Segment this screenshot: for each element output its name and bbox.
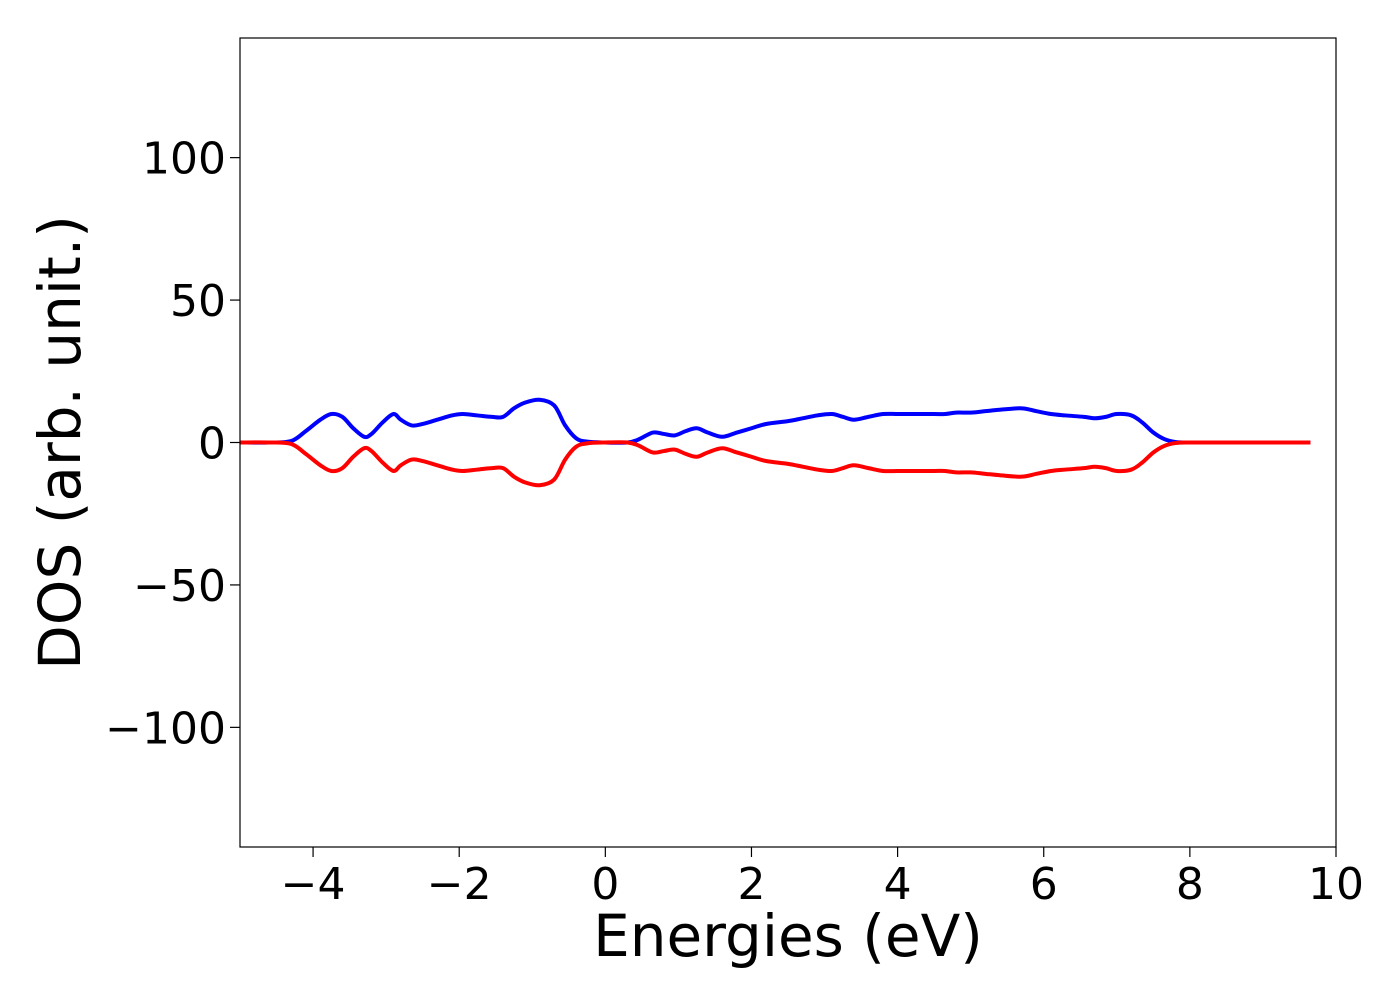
x-tick-label: −4 xyxy=(281,859,346,910)
plot-frame xyxy=(239,37,1337,848)
x-tick-label: 0 xyxy=(591,859,619,910)
x-tick-label: 4 xyxy=(884,859,912,910)
x-tick-label: 6 xyxy=(1030,859,1058,910)
x-tick-label: 10 xyxy=(1308,859,1364,910)
x-axis-label: Energies (eV) xyxy=(593,902,983,970)
ticks-layer: −4 −2 0 2 4 6 8 10 −100 −50 0 50 100 xyxy=(105,134,1364,910)
y-tick-label: 50 xyxy=(170,276,226,327)
series-layer xyxy=(239,397,1311,488)
y-axis-label: DOS (arb. unit.) xyxy=(26,215,94,670)
y-tick-label: 0 xyxy=(198,419,226,470)
y-tick-label: −50 xyxy=(133,561,226,612)
y-tick-label: 100 xyxy=(142,134,226,185)
series-line-negative xyxy=(239,440,1311,488)
y-tick-label: −100 xyxy=(105,703,226,754)
x-tick-label: 8 xyxy=(1176,859,1204,910)
series-line-positive xyxy=(239,397,1311,445)
x-tick-label: 2 xyxy=(737,859,765,910)
x-tick-label: −2 xyxy=(427,859,492,910)
